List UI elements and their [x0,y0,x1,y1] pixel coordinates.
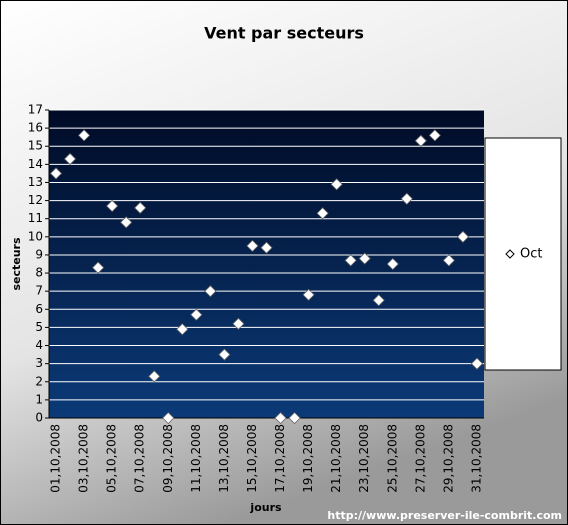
point [162,411,175,425]
x-tick-label: 13,10,2008 [217,424,231,493]
y-tick-label: 4 [35,338,43,352]
x-tick-label: 31,10,2008 [469,424,483,493]
point [232,317,245,330]
y-axis-label: secteurs [10,237,23,291]
point [302,288,315,301]
point [344,254,357,267]
point [400,192,413,205]
y-tick-label: 17 [28,103,43,117]
legend-marker [505,249,515,259]
point [288,411,301,425]
point [246,239,259,252]
x-axis-label: jours [249,501,282,514]
chart-title: Vent par secteurs [204,24,364,43]
y-tick-label: 12 [28,193,43,207]
x-tick-label: 23,10,2008 [357,424,371,493]
point [78,129,91,142]
point [106,199,119,213]
x-tick-label: 01,10,2008 [49,424,63,493]
x-tick-label: 29,10,2008 [441,424,455,493]
x-tick-label: 07,10,2008 [133,424,147,493]
point [330,178,343,191]
y-tick-label: 13 [28,175,43,189]
x-tick-label: 21,10,2008 [329,424,343,493]
y-tick-label: 10 [28,229,43,243]
point [176,323,189,336]
y-tick-label: 2 [35,374,43,388]
y-tick-label: 8 [35,266,43,280]
y-tick-label: 9 [35,247,43,261]
y-tick-label: 11 [28,211,43,225]
point [49,167,63,180]
point [92,261,105,274]
point [386,257,399,271]
y-tick-label: 15 [28,139,43,153]
x-tick-label: 05,10,2008 [105,424,119,493]
point [414,134,427,147]
point [470,357,484,370]
legend-box [484,137,562,371]
x-tick-label: 17,10,2008 [273,424,287,493]
point [120,216,133,229]
watermark: http://www.preserver-ile-combrit.com [327,509,562,522]
x-tick-label: 15,10,2008 [245,424,259,493]
point [260,241,273,254]
y-tick-label: 0 [35,411,43,425]
x-tick-label: 11,10,2008 [189,424,203,493]
y-tick-label: 6 [35,302,43,316]
point [274,411,287,425]
point [316,207,329,220]
y-tick-label: 16 [28,121,43,135]
point [358,252,371,265]
point [372,294,385,307]
x-tick-label: 09,10,2008 [161,424,175,493]
y-tick-label: 3 [35,356,43,370]
y-tick-label: 5 [35,320,43,334]
point [442,254,455,267]
y-tick-label: 14 [28,157,43,171]
point [63,152,77,165]
point [428,129,441,142]
x-tick-label: 27,10,2008 [413,424,427,493]
y-tick-label: 1 [35,392,43,406]
x-tick-label: 19,10,2008 [301,424,315,493]
point [190,308,203,321]
point [204,285,217,298]
point [148,370,161,383]
plot-area [49,110,484,418]
point [134,201,147,214]
x-tick-label: 25,10,2008 [385,424,399,493]
y-tick-label: 7 [35,284,43,298]
legend-label: Oct [520,247,542,262]
point [456,230,470,243]
x-tick-label: 03,10,2008 [77,424,91,493]
point [218,348,231,361]
